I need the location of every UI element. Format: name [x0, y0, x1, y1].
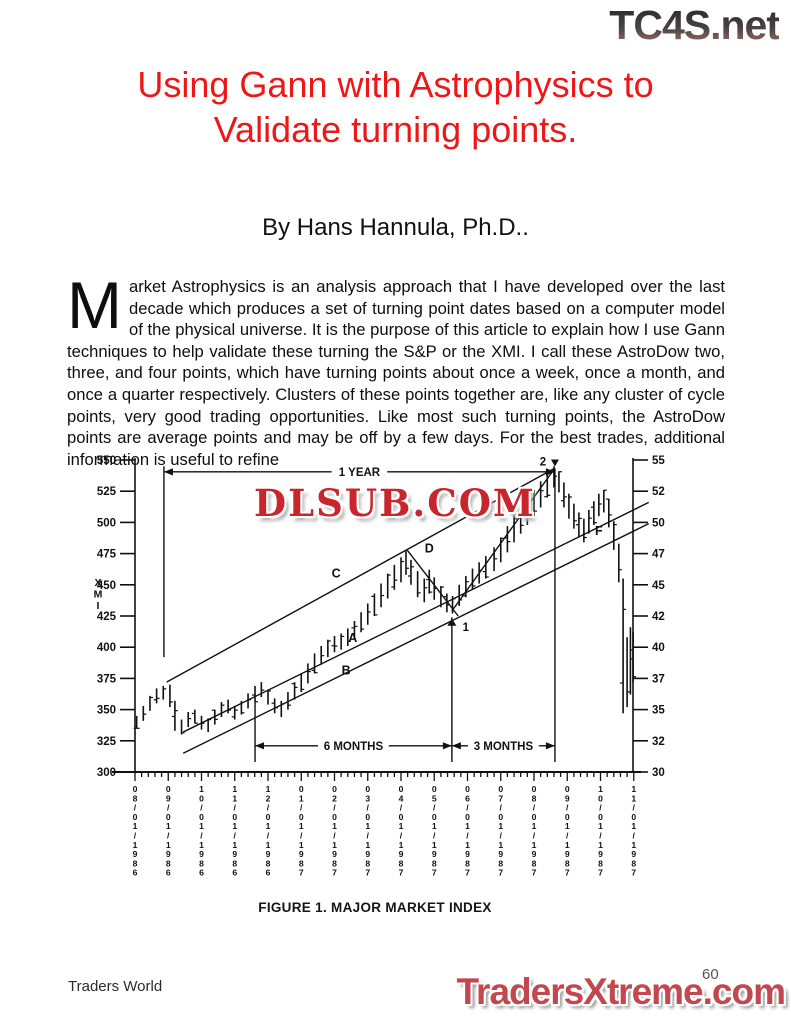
svg-text:525: 525 — [652, 486, 665, 498]
svg-text:300: 300 — [652, 767, 665, 779]
byline: By Hans Hannula, Ph.D.. — [262, 214, 529, 241]
svg-text:375: 375 — [97, 673, 117, 685]
svg-text:450: 450 — [652, 580, 665, 592]
svg-text:425: 425 — [652, 611, 665, 623]
site-logo-tc4s: TC4S.net — [609, 2, 780, 48]
svg-text:A: A — [348, 631, 357, 645]
figure-caption: FIGURE 1. MAJOR MARKET INDEX — [258, 900, 492, 915]
svg-text:350: 350 — [97, 705, 116, 717]
svg-text:375: 375 — [652, 673, 665, 685]
watermark: DLSUB.COM — [254, 481, 536, 525]
page-number: 60 — [702, 966, 719, 983]
article-title-line1: Using Gann with Astrophysics to — [137, 64, 654, 105]
svg-text:3 MONTHS: 3 MONTHS — [474, 741, 534, 753]
svg-text:300: 300 — [97, 767, 116, 779]
svg-text:475: 475 — [97, 549, 117, 561]
article-title-line2: Validate turning points. — [213, 109, 578, 150]
svg-text:1: 1 — [463, 622, 470, 634]
article-title: Using Gann with Astrophysics to Validate… — [0, 62, 791, 152]
svg-text:F: F — [595, 524, 603, 538]
svg-text:325: 325 — [652, 736, 665, 748]
svg-text:550: 550 — [97, 455, 116, 467]
svg-text:325: 325 — [97, 736, 117, 748]
body-text: arket Astrophysics is an analysis approa… — [67, 277, 725, 469]
svg-text:400: 400 — [652, 642, 665, 654]
footer-publication: Traders World — [68, 978, 163, 995]
svg-text:500: 500 — [652, 517, 665, 529]
svg-text:450: 450 — [97, 580, 116, 592]
svg-text:C: C — [332, 566, 341, 580]
drop-cap: M — [67, 268, 122, 342]
svg-text:525: 525 — [97, 486, 117, 498]
svg-text:2: 2 — [540, 456, 546, 468]
svg-text:400: 400 — [97, 642, 116, 654]
svg-text:B: B — [342, 664, 351, 678]
svg-text:350: 350 — [652, 705, 665, 717]
svg-text:500: 500 — [97, 517, 116, 529]
svg-text:550: 550 — [652, 455, 665, 467]
svg-text:475: 475 — [652, 549, 665, 561]
svg-text:I: I — [97, 600, 100, 612]
svg-text:M: M — [94, 589, 103, 601]
major-market-index-chart: 550 550 525 525 500 500 475 475 450 450 425 425 400 4… — [94, 455, 672, 878]
svg-text:X: X — [94, 577, 101, 589]
footer-logo-tradersxtreme: TradersXtreme.com — [456, 971, 786, 1012]
svg-text:D: D — [425, 541, 434, 555]
svg-text:1 YEAR: 1 YEAR — [339, 467, 381, 479]
svg-text:6 MONTHS: 6 MONTHS — [324, 741, 384, 753]
figure-1: 550 550 525 525 500 500 475 475 450 450 425 425 400 4… — [85, 450, 672, 935]
svg-text:425: 425 — [97, 611, 117, 623]
